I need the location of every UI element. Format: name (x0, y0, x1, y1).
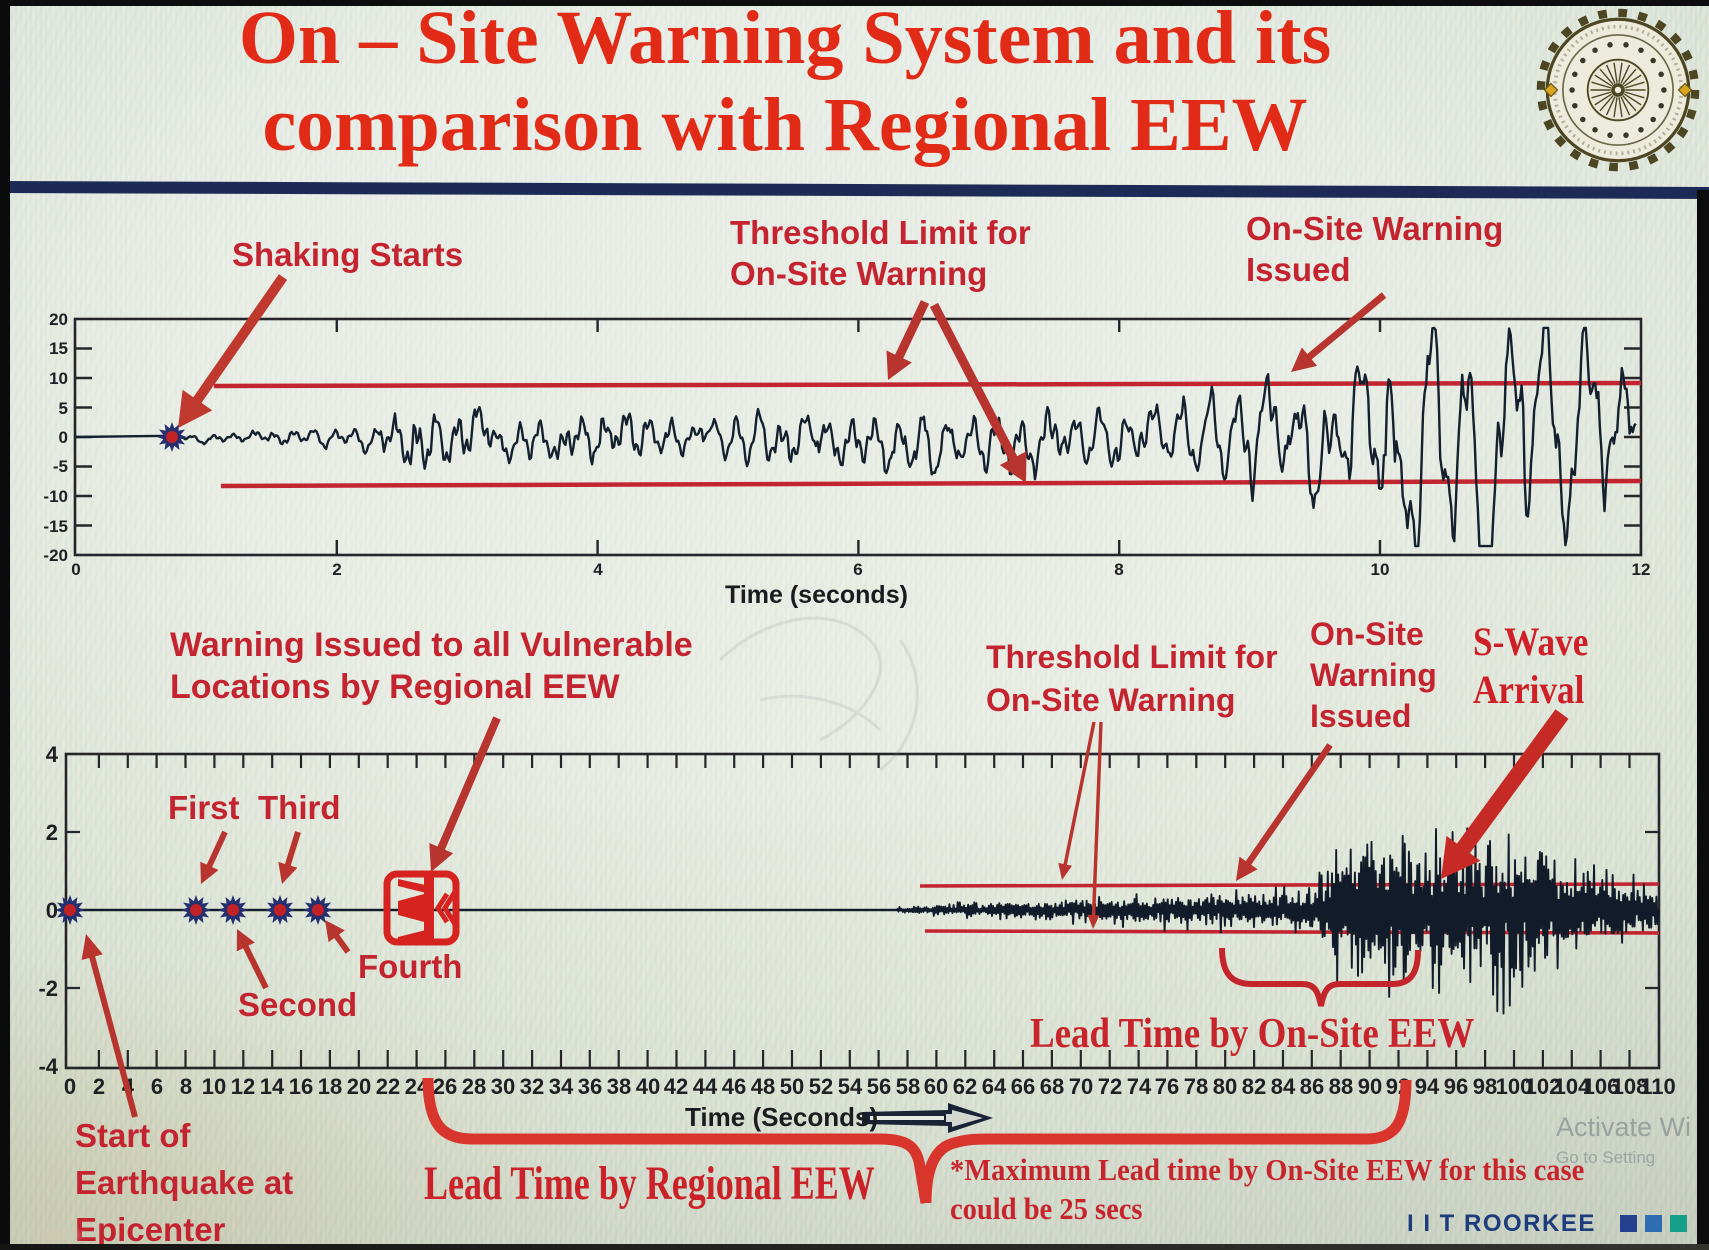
svg-text:26: 26 (433, 1074, 457, 1099)
svg-text:98: 98 (1473, 1074, 1497, 1099)
svg-text:50: 50 (780, 1074, 804, 1099)
svg-text:10: 10 (49, 369, 68, 388)
svg-text:0: 0 (64, 1074, 76, 1099)
svg-text:70: 70 (1069, 1074, 1093, 1099)
svg-text:20: 20 (49, 310, 68, 329)
svg-text:-5: -5 (53, 457, 68, 476)
svg-text:10: 10 (1371, 560, 1390, 579)
svg-text:18: 18 (318, 1074, 342, 1099)
svg-text:88: 88 (1329, 1074, 1353, 1099)
svg-text:6: 6 (151, 1074, 163, 1099)
svg-text:2: 2 (46, 820, 58, 845)
svg-text:-15: -15 (43, 517, 68, 536)
svg-text:68: 68 (1040, 1074, 1064, 1099)
svg-text:102: 102 (1525, 1074, 1562, 1099)
svg-text:34: 34 (549, 1074, 574, 1099)
svg-text:4: 4 (593, 560, 603, 579)
svg-text:64: 64 (982, 1074, 1007, 1099)
svg-text:76: 76 (1155, 1074, 1179, 1099)
svg-text:60: 60 (924, 1074, 948, 1099)
svg-text:-10: -10 (43, 487, 68, 506)
svg-text:2: 2 (93, 1074, 105, 1099)
svg-text:38: 38 (607, 1074, 631, 1099)
svg-text:110: 110 (1640, 1074, 1676, 1099)
svg-text:6: 6 (853, 560, 862, 579)
svg-text:46: 46 (722, 1074, 746, 1099)
svg-text:8: 8 (1114, 560, 1123, 579)
svg-text:-20: -20 (43, 546, 68, 565)
svg-text:62: 62 (953, 1074, 977, 1099)
svg-text:52: 52 (809, 1074, 833, 1099)
svg-text:12: 12 (231, 1074, 255, 1099)
svg-text:82: 82 (1242, 1074, 1266, 1099)
svg-text:0: 0 (59, 428, 68, 447)
svg-text:20: 20 (347, 1074, 371, 1099)
svg-text:90: 90 (1358, 1074, 1382, 1099)
svg-text:28: 28 (462, 1074, 486, 1099)
svg-text:4: 4 (46, 742, 59, 767)
svg-text:42: 42 (664, 1074, 688, 1099)
svg-text:16: 16 (289, 1074, 313, 1099)
svg-text:0: 0 (71, 560, 80, 579)
svg-text:106: 106 (1583, 1074, 1620, 1099)
svg-text:80: 80 (1213, 1074, 1237, 1099)
svg-text:74: 74 (1127, 1074, 1152, 1099)
svg-text:-2: -2 (38, 976, 58, 1001)
svg-text:22: 22 (376, 1074, 400, 1099)
svg-text:48: 48 (751, 1074, 775, 1099)
svg-text:84: 84 (1271, 1074, 1296, 1099)
svg-text:104: 104 (1554, 1074, 1591, 1099)
svg-text:66: 66 (1011, 1074, 1035, 1099)
svg-text:108: 108 (1612, 1074, 1649, 1099)
svg-text:15: 15 (49, 339, 68, 358)
svg-text:14: 14 (260, 1074, 285, 1099)
svg-text:12: 12 (1632, 560, 1651, 579)
svg-text:86: 86 (1300, 1074, 1324, 1099)
svg-text:78: 78 (1184, 1074, 1208, 1099)
svg-text:54: 54 (838, 1074, 863, 1099)
svg-text:100: 100 (1496, 1074, 1533, 1099)
svg-text:44: 44 (693, 1074, 718, 1099)
svg-text:94: 94 (1415, 1074, 1440, 1099)
svg-text:96: 96 (1444, 1074, 1468, 1099)
svg-text:5: 5 (59, 399, 68, 418)
svg-text:72: 72 (1098, 1074, 1122, 1099)
svg-text:36: 36 (578, 1074, 602, 1099)
svg-text:56: 56 (867, 1074, 891, 1099)
svg-text:2: 2 (332, 560, 341, 579)
svg-text:40: 40 (636, 1074, 660, 1099)
svg-text:-4: -4 (38, 1054, 58, 1079)
svg-text:10: 10 (202, 1074, 226, 1099)
svg-text:0: 0 (46, 898, 58, 923)
svg-text:58: 58 (896, 1074, 920, 1099)
svg-text:30: 30 (491, 1074, 515, 1099)
svg-text:32: 32 (520, 1074, 544, 1099)
svg-text:8: 8 (180, 1074, 192, 1099)
